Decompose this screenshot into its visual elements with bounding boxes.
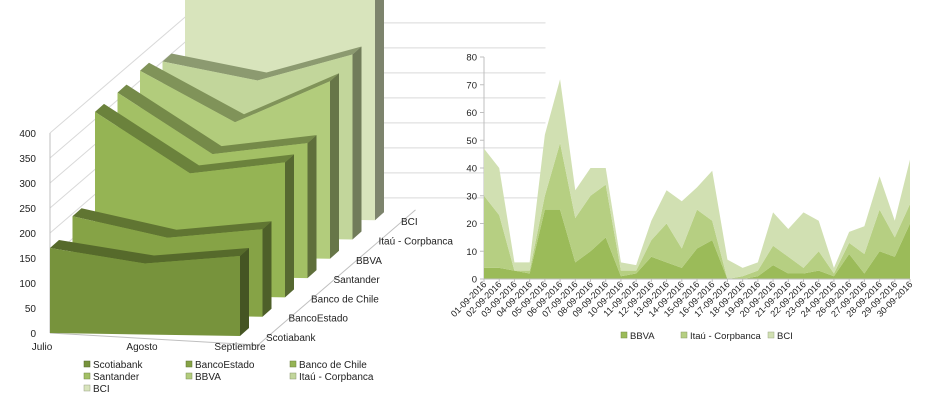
legend-label: BCI [93, 384, 110, 395]
legend-label: BBVA [195, 372, 221, 383]
depth-axis-label: Itaú - Corpbanca [379, 237, 454, 248]
left-wall-gridline [49, 0, 206, 134]
series-ribbon-top [50, 240, 249, 264]
legend-label: Santander [93, 372, 140, 383]
series-ribbon-top [72, 208, 272, 238]
depth-axis-label: BancoEstado [289, 314, 349, 325]
legend-swatch [289, 372, 297, 380]
daily-stacked-area-chart: 0102030405060708001-09-201602-09-201603-… [449, 53, 915, 343]
legend-label: Itaú - Corpbanca [299, 372, 374, 383]
legend-swatch [680, 331, 688, 339]
legend-swatch [767, 331, 775, 339]
y-tick-label: 350 [19, 154, 36, 165]
legend-label: BancoEstado [195, 360, 255, 371]
x-category-label: Julio [32, 342, 53, 353]
y-tick-label: 70 [466, 80, 477, 91]
y-tick-label: 80 [466, 53, 477, 64]
stacked-area-series [484, 209, 910, 279]
legend-swatch [83, 372, 91, 380]
depth-axis-label: BBVA [356, 256, 382, 267]
depth-axis-label: Banco de Chile [311, 294, 379, 305]
series-ribbon-top [162, 46, 362, 81]
series-ribbon-side [375, 0, 384, 221]
legend-label: BBVA [630, 331, 655, 342]
x-category-label: Septiembre [214, 342, 266, 353]
y-tick-label: 30 [466, 191, 477, 202]
y-tick-label: 300 [19, 179, 36, 190]
depth-axis-label: Scotiabank [266, 333, 316, 344]
y-tick-label: 400 [19, 129, 36, 140]
y-tick-label: 200 [19, 229, 36, 240]
y-tick-label: 20 [466, 219, 477, 230]
depth-axis-line [257, 209, 416, 346]
series-ribbon-side [240, 248, 249, 336]
series-ribbon-side [285, 154, 294, 298]
stacked-area-series [484, 79, 910, 279]
y-tick-label: 40 [466, 164, 477, 175]
y-tick-label: 50 [466, 136, 477, 147]
y-tick-label: 0 [30, 329, 36, 340]
depth-axis-label: Santander [334, 275, 381, 286]
legend-swatch [620, 331, 628, 339]
legend-swatch [83, 384, 91, 392]
series-ribbon-front [50, 248, 240, 336]
series-ribbon-side [330, 73, 339, 259]
series-ribbon-side [262, 221, 272, 317]
series-ribbon-side [307, 135, 317, 279]
x-axis-line [49, 332, 259, 346]
depth-axis-label: BCI [401, 217, 418, 228]
series-ribbon-side [352, 46, 362, 240]
legend-swatch [83, 360, 91, 368]
legend-swatch [185, 372, 193, 380]
series-ribbon-top [140, 62, 339, 123]
y-tick-label: 250 [19, 204, 36, 215]
y-tick-label: 0 [472, 275, 477, 286]
y-tick-label: 60 [466, 108, 477, 119]
legend-swatch [185, 360, 193, 368]
legend-label: BCI [777, 331, 793, 342]
y-tick-label: 100 [19, 279, 36, 290]
y-tick-label: 10 [466, 247, 477, 258]
legend-label: Banco de Chile [299, 360, 367, 371]
legend-label: Itaú - Corpbanca [690, 331, 761, 342]
stacked-area-series [484, 143, 910, 279]
y-tick-label: 50 [25, 304, 37, 315]
x-category-label: Agosto [126, 342, 158, 353]
y-tick-label: 150 [19, 254, 36, 265]
legend-swatch [289, 360, 297, 368]
legend-label: Scotiabank [93, 360, 143, 371]
